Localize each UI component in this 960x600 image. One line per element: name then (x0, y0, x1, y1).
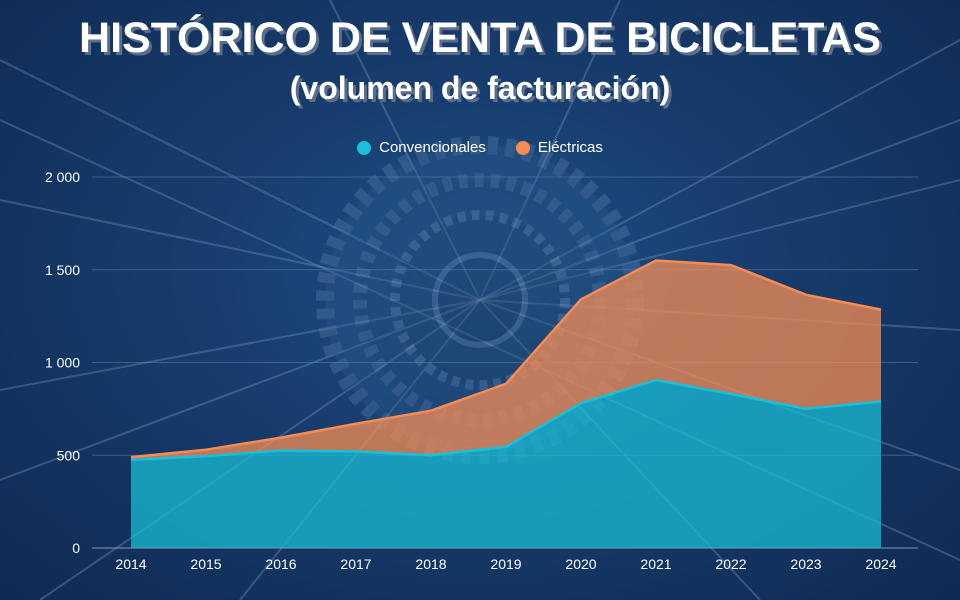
line-convencionales (130, 378, 882, 462)
x-tick-label: 2019 (490, 556, 521, 572)
legend-dot-convencionales (357, 140, 372, 155)
legend-label-electricas: Eléctricas (537, 139, 603, 156)
x-tick-label: 2017 (340, 556, 371, 572)
legend-label-convencionales: Convencionales (379, 139, 486, 156)
legend-dot-electricas (515, 140, 530, 155)
y-tick-label: 1 500 (45, 262, 80, 278)
x-tick-label: 2021 (640, 556, 671, 572)
y-tick-label: 2 000 (45, 169, 80, 185)
y-tick-label: 500 (57, 447, 81, 463)
y-tick-label: 1 000 (45, 355, 80, 371)
chart-title: HISTÓRICO DE VENTA DE BICICLETAS (79, 14, 881, 62)
line-electricas (130, 259, 882, 459)
chart-areas (130, 259, 882, 548)
x-tick-label: 2016 (265, 556, 296, 572)
area-electricas (131, 260, 881, 460)
x-tick-label: 2020 (565, 556, 596, 572)
y-tick-label: 0 (72, 540, 80, 556)
legend-item-convencionales[interactable]: Convencionales (357, 139, 486, 156)
x-tick-label: 2014 (115, 556, 146, 572)
y-axis: 0 500 1 000 1 500 2 000 (45, 169, 80, 556)
x-tick-label: 2022 (715, 556, 746, 572)
legend-item-electricas[interactable]: Eléctricas (515, 139, 603, 156)
x-tick-label: 2024 (865, 556, 896, 572)
x-tick-label: 2015 (190, 556, 221, 572)
x-tick-label: 2018 (415, 556, 446, 572)
x-tick-label: 2023 (790, 556, 821, 572)
area-convencionales (131, 380, 881, 548)
chart-subtitle: (volumen de facturación) (289, 70, 671, 106)
chart-legend: Convencionales Eléctricas (0, 139, 960, 156)
x-axis: 2014 2015 2016 2017 2018 2019 2020 2021 2022 2023… (115, 556, 896, 572)
